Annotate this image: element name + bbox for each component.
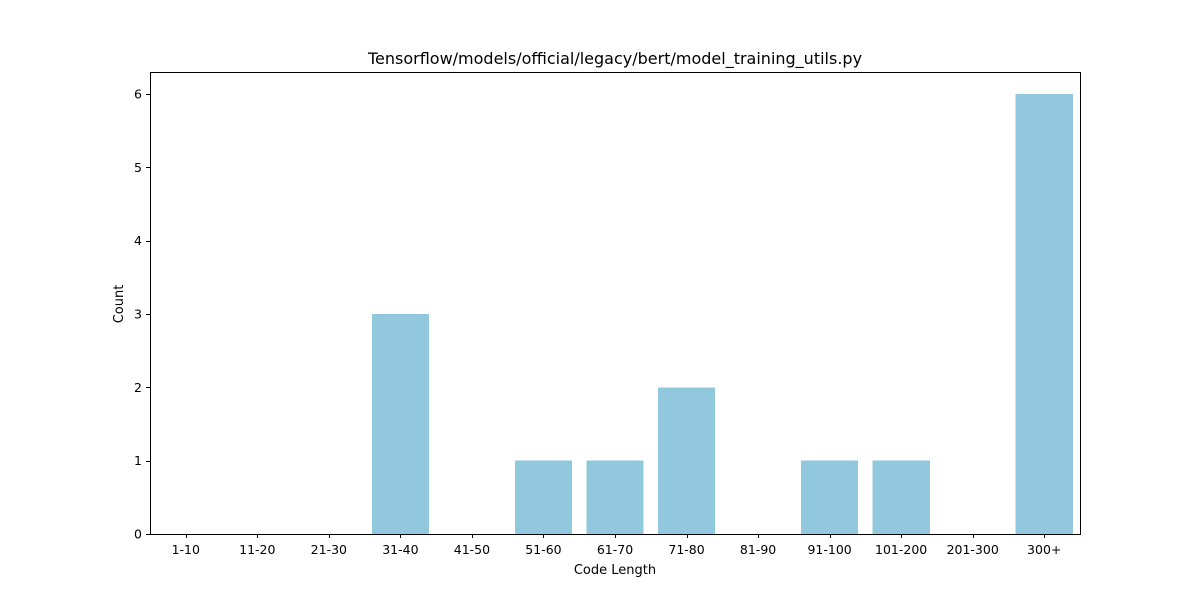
y-axis-ticks: 0 1 2 3 4 5 6 [134, 87, 150, 542]
y-tick-label: 1 [134, 453, 142, 468]
x-axis-ticks: 1-10 11-20 21-30 31-40 41-50 51-60 61-70 71-80 8… [172, 534, 1061, 557]
x-tick-label: 101-200 [875, 542, 927, 557]
chart-title: Tensorflow/models/official/legacy/bert/m… [367, 49, 862, 69]
x-tick-label: 21-30 [311, 542, 347, 557]
bar-71-80 [657, 387, 716, 534]
bar-51-60 [514, 460, 573, 534]
bar-61-70 [586, 460, 644, 534]
x-tick-label: 300+ [1027, 542, 1061, 557]
x-tick-label: 91-100 [807, 542, 851, 557]
bar-91-100 [801, 460, 859, 534]
x-tick-label: 201-300 [947, 542, 999, 557]
x-tick-label: 71-80 [668, 542, 704, 557]
x-tick-label: 61-70 [597, 542, 633, 557]
y-tick-label: 4 [134, 233, 142, 248]
x-tick-label: 1-10 [172, 542, 200, 557]
y-axis-label: Count [112, 285, 127, 324]
y-tick-label: 6 [134, 87, 142, 102]
x-axis-label: Code Length [574, 563, 656, 578]
bars [371, 94, 1073, 534]
x-tick-label: 41-50 [454, 542, 490, 557]
x-tick-label: 51-60 [525, 542, 561, 557]
bar-31-40 [371, 314, 429, 534]
x-tick-label: 31-40 [382, 542, 418, 557]
y-tick-label: 3 [134, 307, 142, 322]
y-tick-label: 0 [134, 527, 142, 542]
bar-101-200 [872, 460, 930, 534]
bar-300+ [1015, 94, 1073, 534]
x-tick-label: 81-90 [740, 542, 776, 557]
x-tick-label: 11-20 [239, 542, 275, 557]
y-tick-label: 5 [134, 160, 142, 175]
y-tick-label: 2 [134, 380, 142, 395]
